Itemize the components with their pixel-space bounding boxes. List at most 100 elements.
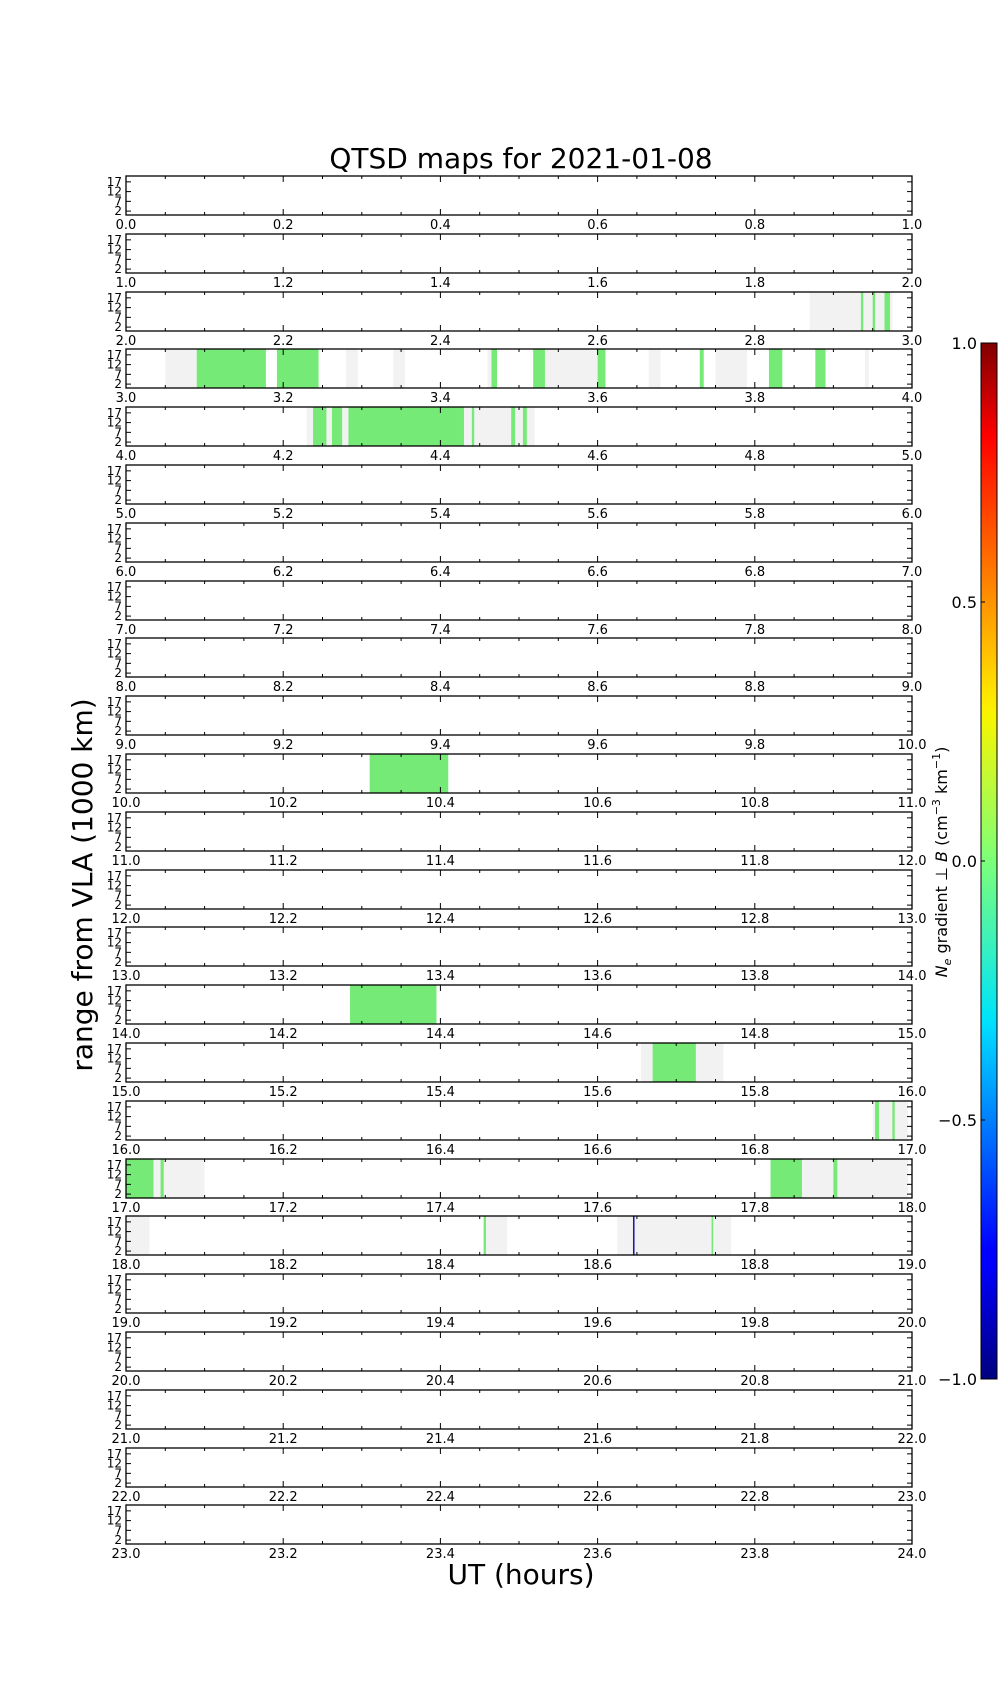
colorbar-label-part: B [932,851,951,862]
x-tick-label: 16.2 [269,1143,298,1158]
x-tick-label: 7.4 [430,623,451,638]
x-tick-label: 15.2 [269,1085,298,1100]
colorbar-label-part: (cm [932,815,951,851]
panel-frame [125,1100,913,1141]
y-tick-label: 17 [107,406,122,420]
y-tick-label: 2 [114,493,122,507]
colorbar-ticks: 1.0 0.5 0.0 −0.5 −1.0 [938,334,985,1389]
y-tick-label: 7 [114,1350,122,1364]
x-tick-label: 2.0 [116,334,137,349]
x-tick-label: 12.2 [269,912,298,927]
gap-block [393,349,406,388]
x-tick-label: 23.8 [740,1547,769,1562]
gradient-band [872,292,876,331]
x-tick-label: 10.8 [740,796,769,811]
panel-frame [125,811,913,852]
panel-frame [125,753,913,794]
x-tick-label: 23.6 [583,1547,612,1562]
x-tick-label: 4.6 [587,449,608,464]
x-tick-label: 10.2 [269,796,298,811]
y-tick-label: 12 [107,1052,122,1066]
x-tick-label: 17.2 [269,1201,298,1216]
gap-block [126,1216,150,1255]
gradient-band [331,407,343,446]
gradient-band [196,349,266,388]
x-tick-label: 22.0 [898,1432,927,1447]
x-tick-label: 19.2 [269,1316,298,1331]
x-tick-label: 19.4 [426,1316,455,1331]
y-tick-label: 12 [107,416,122,430]
x-tick-label: 6.4 [430,565,451,580]
panel-frame [125,695,913,736]
y-tick-label: 17 [107,753,122,767]
y-tick-label: 12 [107,994,122,1008]
gradient-band [522,407,527,446]
x-tick-label: 3.2 [273,391,294,406]
x-tick-label: 4.4 [430,449,451,464]
y-tick-label: 7 [114,1177,122,1191]
y-tick-label: 12 [107,243,122,257]
panel-frame [125,926,913,967]
x-tick-label: 13.6 [583,969,612,984]
x-tick-label: 3.6 [587,391,608,406]
x-tick-label: 21.6 [583,1432,612,1447]
gap-block [165,349,197,388]
y-tick-label: 12 [107,474,122,488]
x-tick-label: 17.6 [583,1201,612,1216]
x-tick-label: 19.0 [112,1316,141,1331]
x-tick-label: 22.4 [426,1490,455,1505]
y-tick-label: 17 [107,637,122,651]
x-tick-label: 3.0 [902,334,923,349]
y-tick-label: 2 [114,1360,122,1374]
x-tick-label: 1.6 [587,276,608,291]
y-tick-label: 2 [114,898,122,912]
y-tick-label: 17 [107,1447,122,1461]
gap-block [648,349,661,388]
gap-block [715,349,747,388]
y-tick-label: 17 [107,984,122,998]
x-tick-label: 16.4 [426,1143,455,1158]
y-tick-label: 12 [107,1110,122,1124]
x-tick-label: 4.0 [116,449,137,464]
y-tick-label: 12 [107,185,122,199]
x-tick-label: 5.6 [587,507,608,522]
y-tick-label: 2 [114,1302,122,1316]
y-tick-label: 17 [107,580,122,594]
x-tick-label: 6.0 [902,507,923,522]
y-tick-label: 12 [107,936,122,950]
x-tick-label: 12.8 [740,912,769,927]
y-tick-label: 12 [107,590,122,604]
colorbar-tick-label: −0.5 [938,1111,977,1130]
x-tick-label: 17.8 [740,1201,769,1216]
y-tick-label: 17 [107,464,122,478]
x-tick-label: 2.0 [902,276,923,291]
gradient-band [768,349,783,388]
x-tick-label: 20.0 [898,1316,927,1331]
y-tick-label: 2 [114,782,122,796]
x-tick-label: 0.8 [744,218,765,233]
x-tick-label: 10.4 [426,796,455,811]
x-tick-label: 18.2 [269,1258,298,1273]
y-tick-label: 12 [107,879,122,893]
x-tick-label: 18.6 [583,1258,612,1273]
x-tick-label: 15.4 [426,1085,455,1100]
x-tick-label: 14.6 [583,1027,612,1042]
y-tick-label: 7 [114,310,122,324]
gradient-band [276,349,319,388]
y-tick-label: 2 [114,377,122,391]
y-tick-label: 2 [114,609,122,623]
x-tick-label: 21.4 [426,1432,455,1447]
y-tick-label: 7 [114,1061,122,1075]
y-tick-label: 12 [107,1283,122,1297]
panel-frame [125,1504,913,1545]
x-tick-label: 6.8 [744,565,765,580]
y-tick-label: 12 [107,532,122,546]
